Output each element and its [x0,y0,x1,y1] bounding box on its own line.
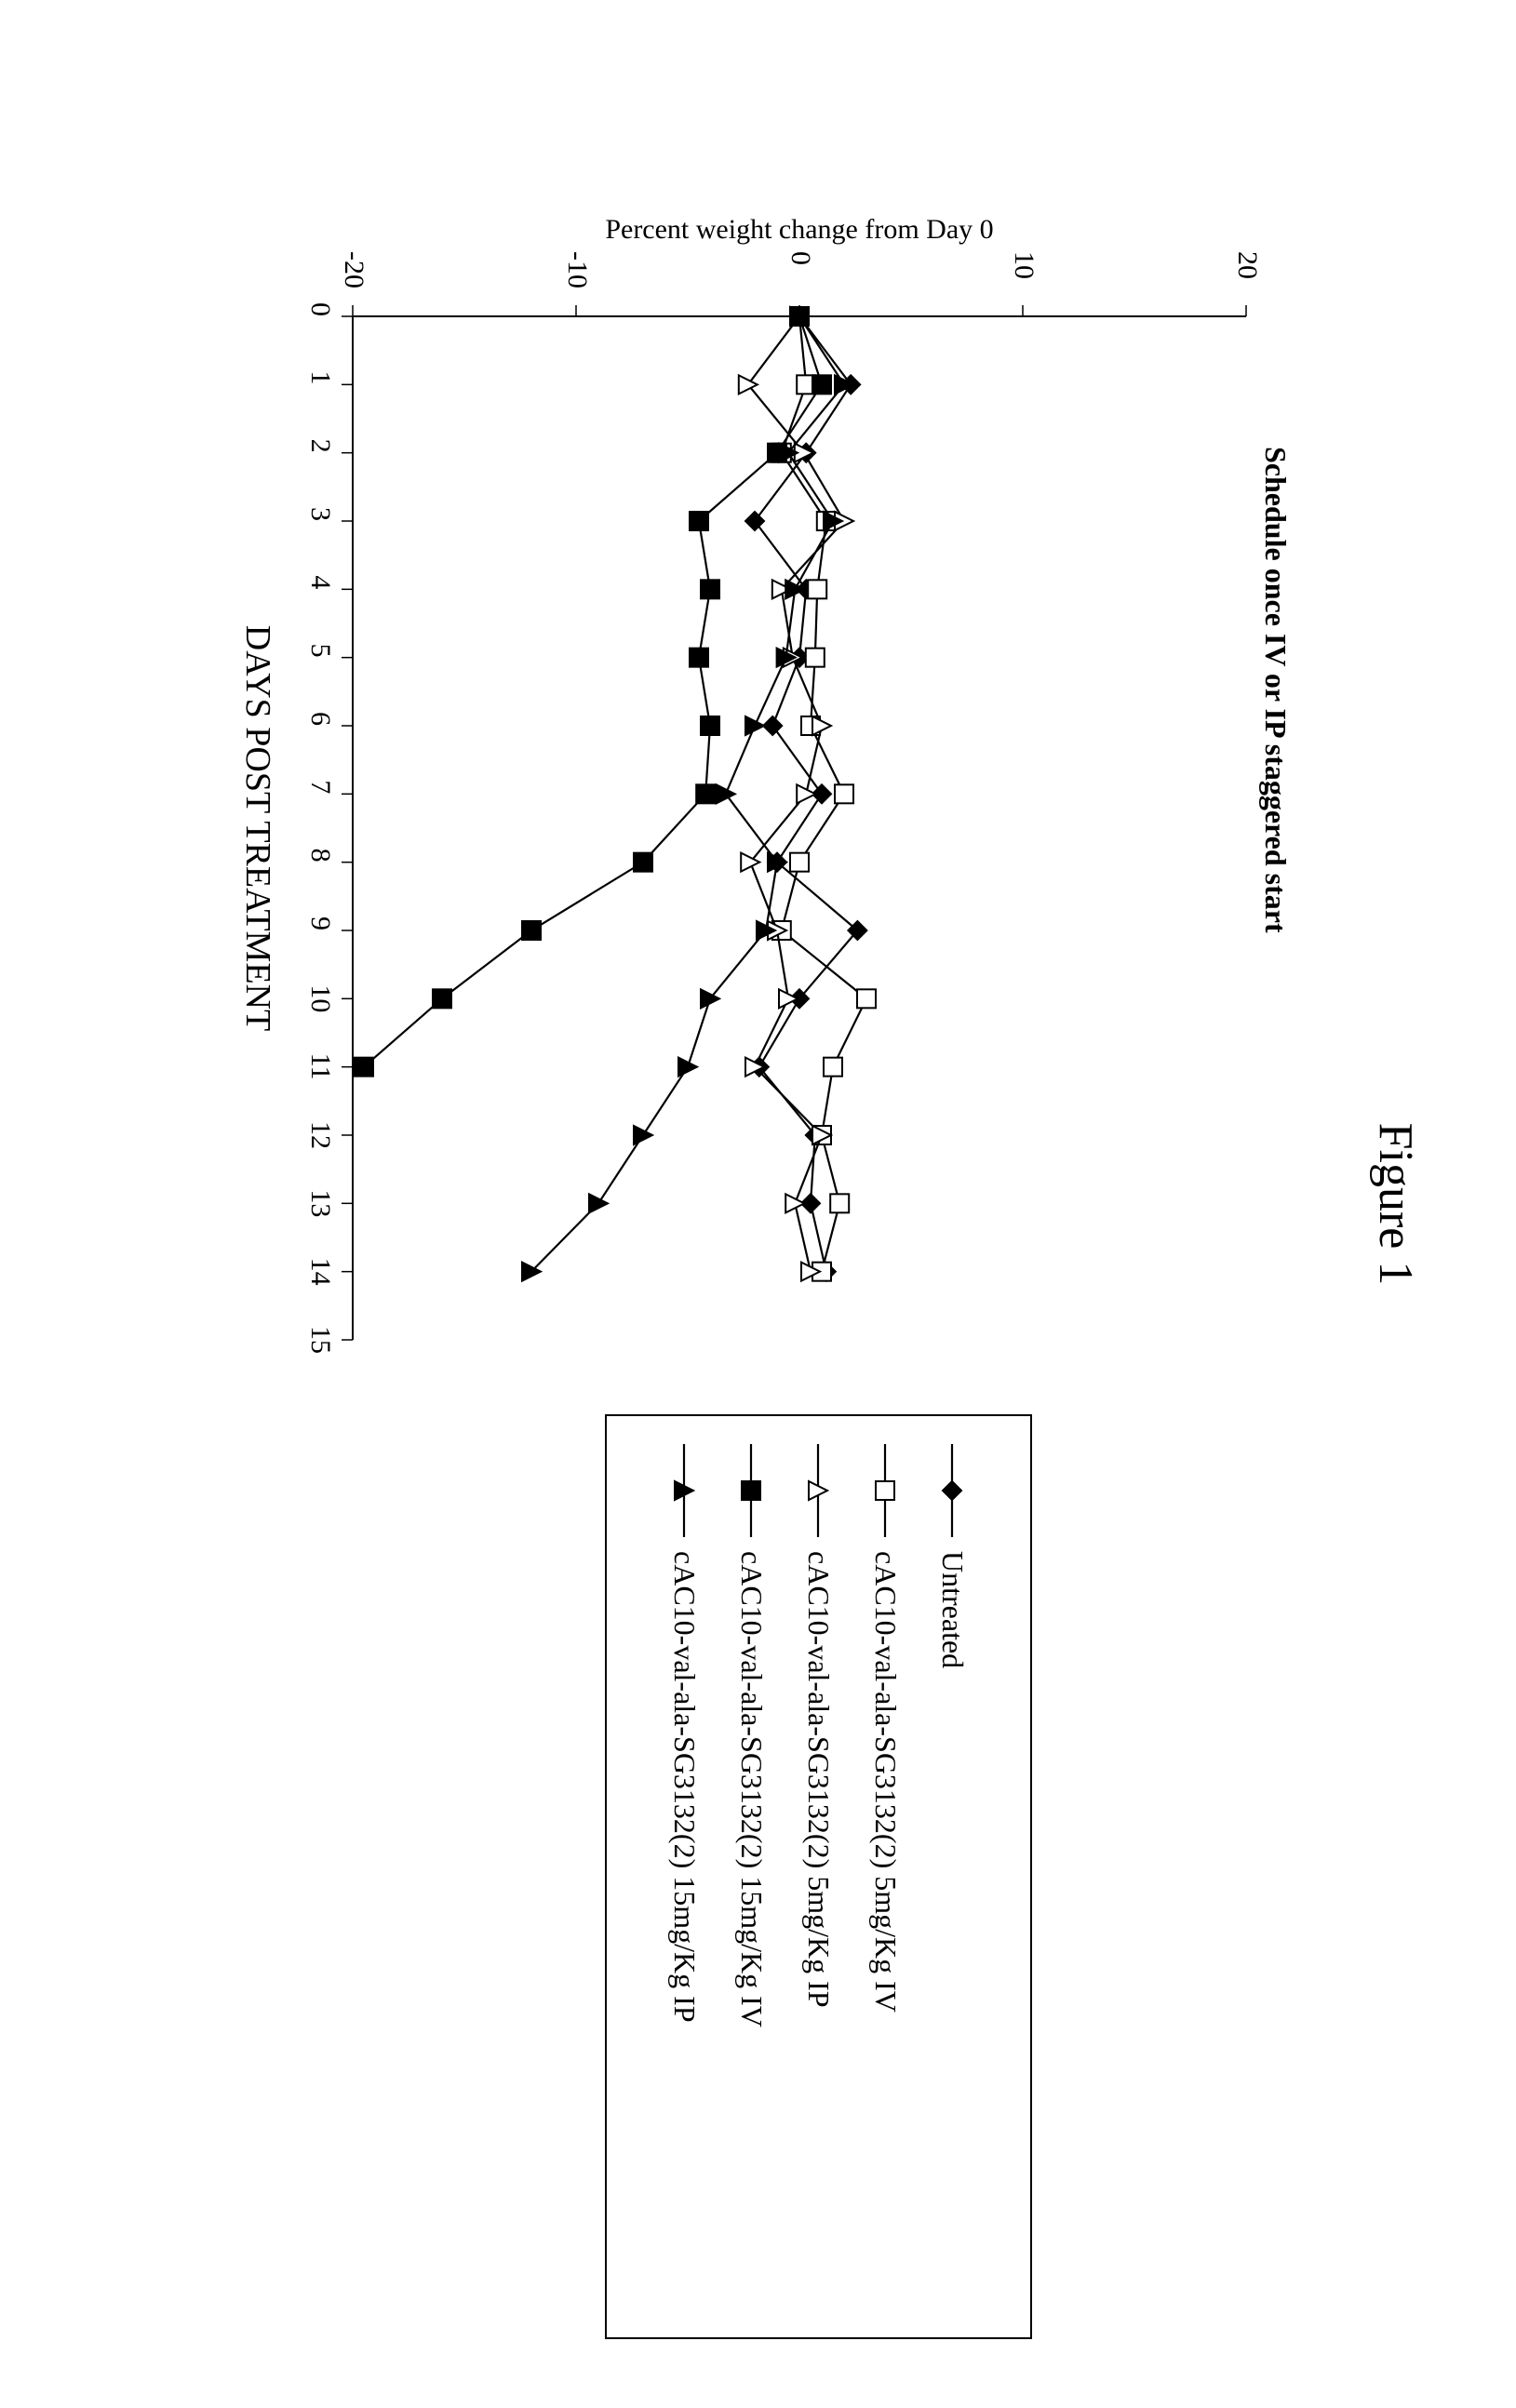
x-tick-label: 0 [304,302,336,316]
x-tick-label: 2 [304,439,336,453]
y-tick-label: -10 [561,251,593,288]
legend-item: cAC10-val-ala-SG3132(2) 15mg/Kg IP [667,1444,702,2309]
x-tick-label: 5 [304,644,336,658]
landscape-container: Figure 1 Schedule once IV or IP staggere… [0,0,1516,2408]
y-tick-label: 0 [785,251,816,265]
legend-marker-icon [805,1444,833,1537]
x-tick-label: 4 [304,575,336,589]
legend-label: cAC10-val-ala-SG3132(2) 5mg/Kg IP [801,1551,836,2008]
y-tick-label: -20 [338,251,369,288]
x-tick-label: 12 [304,1121,336,1149]
x-tick-label: 1 [304,370,336,384]
x-tick-label: 8 [304,849,336,863]
legend-marker-icon [872,1444,900,1537]
legend-label: Untreated [935,1551,970,1668]
x-tick-label: 7 [304,780,336,794]
x-tick-label: 9 [304,916,336,930]
legend-label: cAC10-val-ala-SG3132(2) 5mg/Kg IV [868,1551,903,2013]
page: Figure 1 Schedule once IV or IP staggere… [0,0,1516,2408]
legend-label: cAC10-val-ala-SG3132(2) 15mg/Kg IV [734,1551,769,2027]
legend: Untreated cAC10-val-ala-SG3132(2) 5mg/Kg … [605,1414,1032,2339]
x-tick-label: 14 [304,1258,336,1286]
legend-item: cAC10-val-ala-SG3132(2) 5mg/Kg IV [868,1444,903,2309]
legend-label: cAC10-val-ala-SG3132(2) 15mg/Kg IP [667,1551,702,2023]
x-tick-label: 15 [304,1326,336,1354]
legend-marker-icon [671,1444,699,1537]
x-tick-label: 13 [304,1189,336,1217]
y-tick-label: 10 [1008,251,1040,279]
x-tick-label: 11 [304,1053,336,1080]
legend-item: Untreated [935,1444,970,2309]
series-line [364,316,822,1067]
x-tick-label: 6 [304,712,336,726]
legend-marker-icon [939,1444,967,1537]
legend-marker-icon [738,1444,766,1537]
y-tick-label: 20 [1231,251,1263,279]
legend-item: cAC10-val-ala-SG3132(2) 15mg/Kg IV [734,1444,769,2309]
x-tick-label: 3 [304,507,336,521]
legend-item: cAC10-val-ala-SG3132(2) 5mg/Kg IP [801,1444,836,2309]
x-tick-label: 10 [304,984,336,1012]
